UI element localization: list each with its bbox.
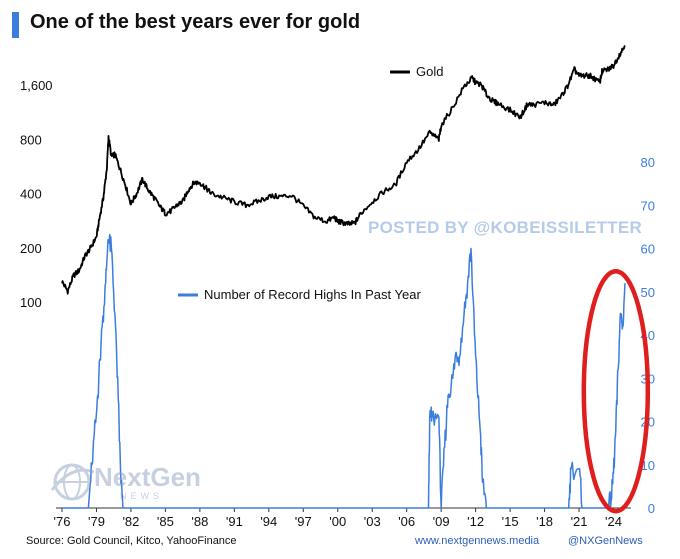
highlight-ellipse <box>581 268 651 514</box>
series-layer <box>61 45 626 509</box>
left-tick-label: 400 <box>20 187 42 202</box>
watermark: POSTED BY @KOBEISSILETTER <box>368 218 643 237</box>
logo-name: NextGen <box>94 462 201 492</box>
right-tick-label: 60 <box>641 242 655 257</box>
legend: Gold Number of Record Highs In Past Year <box>178 64 443 302</box>
x-tick-label: '00 <box>329 514 346 529</box>
x-tick-label: '76 <box>54 514 71 529</box>
x-tick-label: '94 <box>260 514 277 529</box>
x-tick-label: '79 <box>88 514 105 529</box>
x-tick-label: '97 <box>295 514 312 529</box>
x-tick-label: '91 <box>226 514 243 529</box>
globe-icon <box>50 463 94 501</box>
right-tick-label: 0 <box>648 501 655 516</box>
website-link[interactable]: www.nextgennews.media <box>415 535 540 547</box>
record-highs-line <box>62 233 626 509</box>
right-tick-label: 80 <box>641 155 655 170</box>
source-note: Source: Gold Council, Kitco, YahooFinanc… <box>26 535 237 547</box>
x-tick-label: '12 <box>467 514 484 529</box>
right-tick-label: 10 <box>641 458 655 473</box>
x-tick-label: '18 <box>536 514 553 529</box>
legend-record-label: Number of Record Highs In Past Year <box>204 287 421 302</box>
left-tick-label: 1,600 <box>20 78 53 93</box>
x-tick-label: '21 <box>571 514 588 529</box>
left-y-axis: 100 200 400 800 1,600 <box>20 78 53 310</box>
logo-sub: NEWS <box>120 491 163 501</box>
gold-price-line <box>61 45 626 295</box>
left-tick-label: 800 <box>20 132 42 147</box>
x-tick-label: '85 <box>157 514 174 529</box>
page-title: One of the best years ever for gold <box>30 11 361 33</box>
x-tick-label: '03 <box>364 514 381 529</box>
x-tick-label: '24 <box>605 514 622 529</box>
x-tick-label: '88 <box>191 514 208 529</box>
right-tick-label: 70 <box>641 198 655 213</box>
right-tick-label: 50 <box>641 285 655 300</box>
x-tick-label: '09 <box>433 514 450 529</box>
left-tick-label: 200 <box>20 241 42 256</box>
x-tick-label: '06 <box>398 514 415 529</box>
x-tick-label: '15 <box>502 514 519 529</box>
x-tick-label: '82 <box>122 514 139 529</box>
title-accent-bar <box>12 12 19 38</box>
nextgen-logo: NextGen NEWS <box>50 458 220 508</box>
legend-gold-label: Gold <box>416 64 443 79</box>
social-handle[interactable]: @NXGenNews <box>568 535 643 547</box>
x-axis: '76 '79 '82 '85 '88 '91 '94 '97 '00 '03 '06 '09 '12 '… <box>54 508 622 529</box>
left-tick-label: 100 <box>20 295 42 310</box>
annotations <box>581 268 651 514</box>
